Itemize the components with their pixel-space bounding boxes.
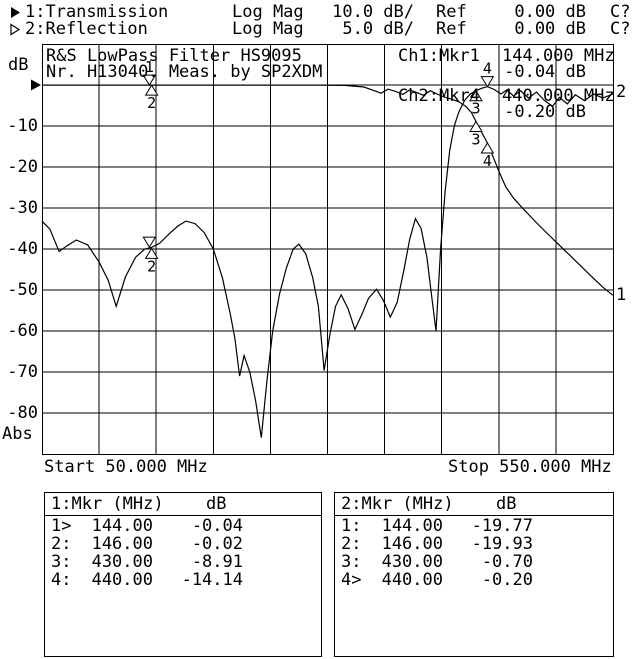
marker-level: -0.20 [481,570,533,590]
trace2-scale: 5.0 dB/ [342,19,414,39]
marker-4-label-trace2: 4 [483,60,492,78]
measurement-title-line2: Nr. H13040. Meas. by SP2XDM [46,62,323,82]
y-tick-minus40: -40 [7,239,38,259]
marker-number: 4> [341,570,362,590]
marker-frequency: 430.00 [381,552,443,572]
y-tick-minus20: -20 [7,157,38,177]
marker-number: 1> [51,516,72,536]
marker-number: 2: [51,534,72,554]
active-trace-arrow-icon [10,6,21,19]
table-row: 1: 144.00 -19.77 [335,518,613,536]
sweep-stop-label: Stop 550.000 MHz [448,457,612,477]
marker-frequency: 430.00 [91,552,153,572]
marker-frequency: 440.00 [381,570,443,590]
ch1-marker-level: -0.04 dB [504,62,586,82]
ch2-marker-level: -0.20 dB [504,102,586,122]
trace1-ref-arrow-icon [31,79,41,91]
marker-4-label-trace1: 4 [483,152,492,170]
marker-3-symbol-trace1 [469,120,483,133]
inactive-trace-arrow-icon [10,23,21,36]
reflection-trace [41,85,614,438]
table-row: 3: 430.00 -0.70 [335,554,613,572]
y-tick-minus50: -50 [7,280,38,300]
table-row: 2: 146.00 -19.93 [335,536,613,554]
marker-frequency: 144.00 [91,516,153,536]
marker-number: 3: [341,552,362,572]
y-axis-unit-label: dB [8,55,29,75]
marker-table-ch2: 2:Mkr (MHz) dB 1: 144.00 -19.77 2: 146.0… [334,492,614,657]
marker-3-label-trace2: 3 [471,100,480,118]
marker-2-symbol-trace2 [144,247,159,259]
marker-table-ch1: 1:Mkr (MHz) dB 1> 144.00 -0.04 2: 146.00… [44,492,322,657]
table-row: 3: 430.00 -8.91 [45,554,321,572]
marker-level: -0.02 [191,534,243,554]
marker-number: 3: [51,552,72,572]
marker-frequency: 144.00 [381,516,443,536]
y-tick-minus70: -70 [7,362,38,382]
marker-number: 2: [341,534,362,554]
trace2-label: 2:Reflection [25,19,148,39]
marker-table-ch2-header: 2:Mkr (MHz) dB [335,493,613,516]
marker-4-symbol-trace1 [480,142,495,154]
marker-level: -8.91 [191,552,243,572]
marker-frequency: 146.00 [381,534,443,554]
trace1-end-label: 1 [616,285,627,305]
y-tick-minus60: -60 [7,321,38,341]
ch2-marker-readout-label: Ch2:Mkr4 [398,86,480,106]
table-row: 4> 440.00 -0.20 [335,572,613,590]
marker-table-ch1-header: 1:Mkr (MHz) dB [45,493,321,516]
marker-3-symbol-trace2 [469,89,483,102]
trace2-ref-value: 0.00 dB [514,19,586,39]
marker-level: -0.70 [481,552,533,572]
marker-table-ch2-title: 2:Mkr (MHz) [341,494,454,514]
marker-2-label-trace1: 2 [147,94,156,112]
trace1-format: Log Mag [232,2,304,22]
marker-1-symbol-trace2 [142,236,157,249]
y-tick-minus30: -30 [7,198,38,218]
marker-table-ch1-db-col: dB [206,494,227,514]
marker-2-label-trace2: 2 [147,257,156,275]
marker-number: 4: [51,570,72,590]
marker-level: -19.93 [471,534,533,554]
marker-table-ch1-title: 1:Mkr (MHz) [51,494,164,514]
marker-frequency: 440.00 [91,570,153,590]
ch1-marker-readout-label: Ch1:Mkr1 [398,46,480,66]
y-tick-minus80: -80 [7,403,38,423]
y-axis-abs-label: Abs [2,424,33,444]
trace2-end-label: 2 [616,82,627,102]
sweep-start-label: Start 50.000 MHz [44,457,208,477]
trace1-scale: 10.0 dB/ [332,2,414,22]
marker-level: -14.14 [181,570,243,590]
marker-number: 1: [341,516,362,536]
trace2-cal-status: C? [610,19,631,39]
marker-4-symbol-trace2 [480,76,495,88]
marker-level: -19.77 [471,516,533,536]
trace1-label: 1:Transmission [25,2,169,22]
marker-1-label-trace1: 1 [145,58,154,76]
table-row: 2: 146.00 -0.02 [45,536,321,554]
marker-3-label-trace1: 3 [471,131,480,149]
trace2-ref-label: Ref [436,19,467,39]
marker-table-ch2-db-col: dB [496,494,517,514]
trace1-ref-label: Ref [436,2,467,22]
ch1-marker-frequency: 144.000 MHz [502,46,615,66]
marker-level: -0.04 [191,516,243,536]
trace1-ref-value: 0.00 dB [514,2,586,22]
measurement-title-line1: R&S LowPass Filter HS9095 [46,46,302,66]
y-tick-minus10: -10 [7,116,38,136]
trace2-format: Log Mag [232,19,304,39]
table-row: 4: 440.00 -14.14 [45,572,321,590]
table-row: 1> 144.00 -0.04 [45,518,321,536]
marker-frequency: 146.00 [91,534,153,554]
marker-2-symbol-trace1 [144,84,159,96]
ch2-marker-frequency: 440.000 MHz [502,86,615,106]
transmission-trace [42,84,614,296]
trace1-cal-status: C? [610,2,631,22]
marker-1-symbol-trace1 [142,74,157,87]
